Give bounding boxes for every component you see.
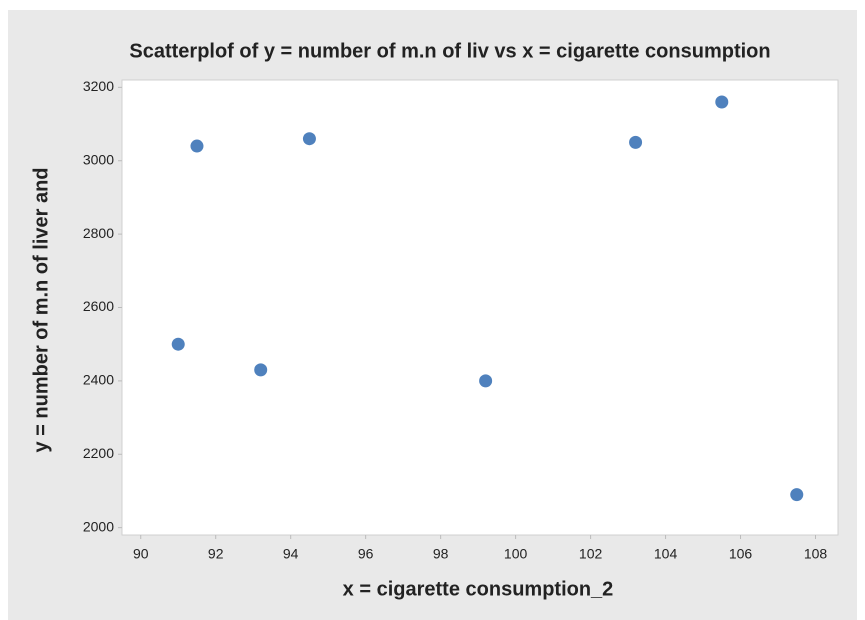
x-tick-label: 108 [804, 546, 828, 562]
point [171, 337, 185, 351]
y-tick-label: 2400 [83, 372, 114, 388]
point [190, 139, 204, 153]
y-tick-label: 2600 [83, 298, 114, 314]
y-tick-label: 2200 [83, 445, 114, 461]
plot-area [121, 79, 839, 536]
point [715, 95, 729, 109]
point [479, 374, 493, 388]
chart-title: Scatterplof of y = number of m.n of liv … [129, 40, 770, 62]
x-tick-label: 106 [729, 546, 753, 562]
y-tick-label: 3200 [83, 78, 114, 94]
point [629, 135, 643, 149]
x-tick-label: 96 [358, 546, 374, 562]
x-tick-label: 90 [133, 546, 149, 562]
point [302, 132, 316, 146]
x-tick-label: 102 [579, 546, 603, 562]
y-axis-label: y = number of m.n of liver and [30, 167, 52, 452]
point [790, 488, 804, 502]
x-tick-label: 100 [504, 546, 528, 562]
x-tick-label: 98 [433, 546, 449, 562]
x-tick-label: 94 [283, 546, 299, 562]
x-axis-label: x = cigarette consumption_2 [343, 578, 614, 600]
y-tick-label: 2000 [83, 518, 114, 534]
point [254, 363, 268, 377]
x-tick-label: 104 [654, 546, 678, 562]
y-tick-label: 2800 [83, 225, 114, 241]
y-tick-label: 3000 [83, 151, 114, 167]
x-tick-label: 92 [208, 546, 224, 562]
